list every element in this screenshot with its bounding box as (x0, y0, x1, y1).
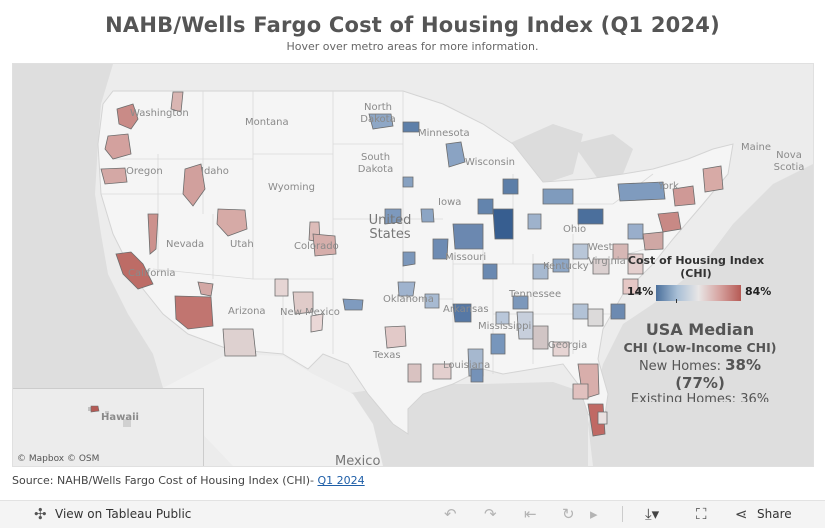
pause-icon[interactable]: ▸ (590, 505, 598, 523)
undo-icon[interactable]: ↶ (444, 505, 457, 523)
state-label: South Dakota (357, 152, 394, 175)
country-label-mexico: Mexico (335, 454, 381, 467)
state-label: Virginia (588, 256, 626, 267)
state-label: Idaho (201, 166, 229, 177)
state-label: Montana (245, 117, 289, 128)
state-label: Iowa (438, 197, 462, 208)
page-subtitle: Hover over metro areas for more informat… (286, 40, 539, 53)
fullscreen-icon[interactable]: ⛶ (696, 505, 707, 523)
tableau-toolbar: ✣ View on Tableau Public ↶ ↷ ⇤ ↻ ▸ ⤓▾ ⛶ … (0, 500, 825, 528)
state-label: Kentucky (543, 261, 589, 272)
revert-icon[interactable]: ⇤ (524, 505, 537, 523)
source-note: Source: NAHB/Wells Fargo Cost of Housing… (12, 474, 365, 487)
state-label: Tennessee (509, 289, 562, 300)
state-label: Utah (230, 239, 254, 250)
state-label: Mississippi (478, 321, 532, 332)
state-label: California (128, 268, 176, 279)
state-label: Arizona (228, 306, 266, 317)
page-title: NAHB/Wells Fargo Cost of Housing Index (… (105, 13, 720, 37)
download-icon[interactable]: ⤓▾ (645, 505, 660, 523)
state-label-hawaii: Hawaii (101, 412, 139, 423)
state-label: Wisconsin (465, 157, 515, 168)
median-title: USA Median (645, 320, 755, 339)
state-label: Arkansas (443, 304, 489, 315)
legend-min: 14% (627, 285, 654, 298)
state-label: Nevada (166, 239, 205, 250)
legend-median-tick (676, 299, 677, 303)
map-attribution[interactable]: © Mapbox © OSM (17, 454, 100, 464)
state-label: New Mexico (280, 307, 340, 318)
median-new-homes: New Homes: 38% (638, 356, 762, 374)
state-label: Louisiana (443, 360, 491, 371)
state-label: Colorado (294, 241, 339, 252)
source-link[interactable]: Q1 2024 (317, 474, 365, 487)
refresh-icon[interactable]: ↻ (562, 505, 575, 523)
country-label-united-states: United States (368, 213, 412, 242)
share-icon[interactable]: ⋖ (735, 505, 748, 523)
redo-icon[interactable]: ↷ (484, 505, 497, 523)
legend-title: Cost of Housing Index (CHI) (627, 254, 765, 280)
state-label: Wyoming (268, 182, 315, 193)
state-label: Texas (373, 350, 401, 361)
state-label: Ohio (563, 224, 587, 235)
state-label: Washington (130, 108, 189, 119)
tableau-logo-icon: ✣ (34, 505, 47, 523)
median-existing-homes: Existing Homes: 36% (630, 392, 770, 402)
median-subtitle: CHI (Low-Income CHI) (623, 340, 777, 355)
state-label: York (658, 181, 679, 192)
state-label: Minnesota (418, 128, 470, 139)
state-label: North Dakota (360, 102, 396, 125)
share-button[interactable]: Share (757, 507, 792, 521)
state-label: Maine (741, 142, 772, 153)
legend-color-bar (656, 285, 741, 301)
median-new-homes-low-income: (77%) (675, 374, 725, 392)
state-label: Nova Scotia (773, 150, 805, 173)
map-view[interactable]: Washington Montana North Dakota Minnesot… (12, 63, 814, 467)
state-label: Georgia (548, 340, 588, 351)
state-label: West (588, 242, 613, 253)
view-on-tableau-link[interactable]: View on Tableau Public (55, 507, 192, 521)
hawaii-inset[interactable]: Hawaii (13, 388, 204, 466)
legend-max: 84% (745, 285, 772, 298)
state-label: Oregon (126, 166, 163, 177)
state-label: Oklahoma (383, 294, 434, 305)
state-label: Missouri (445, 252, 487, 263)
toolbar-separator (622, 506, 623, 522)
